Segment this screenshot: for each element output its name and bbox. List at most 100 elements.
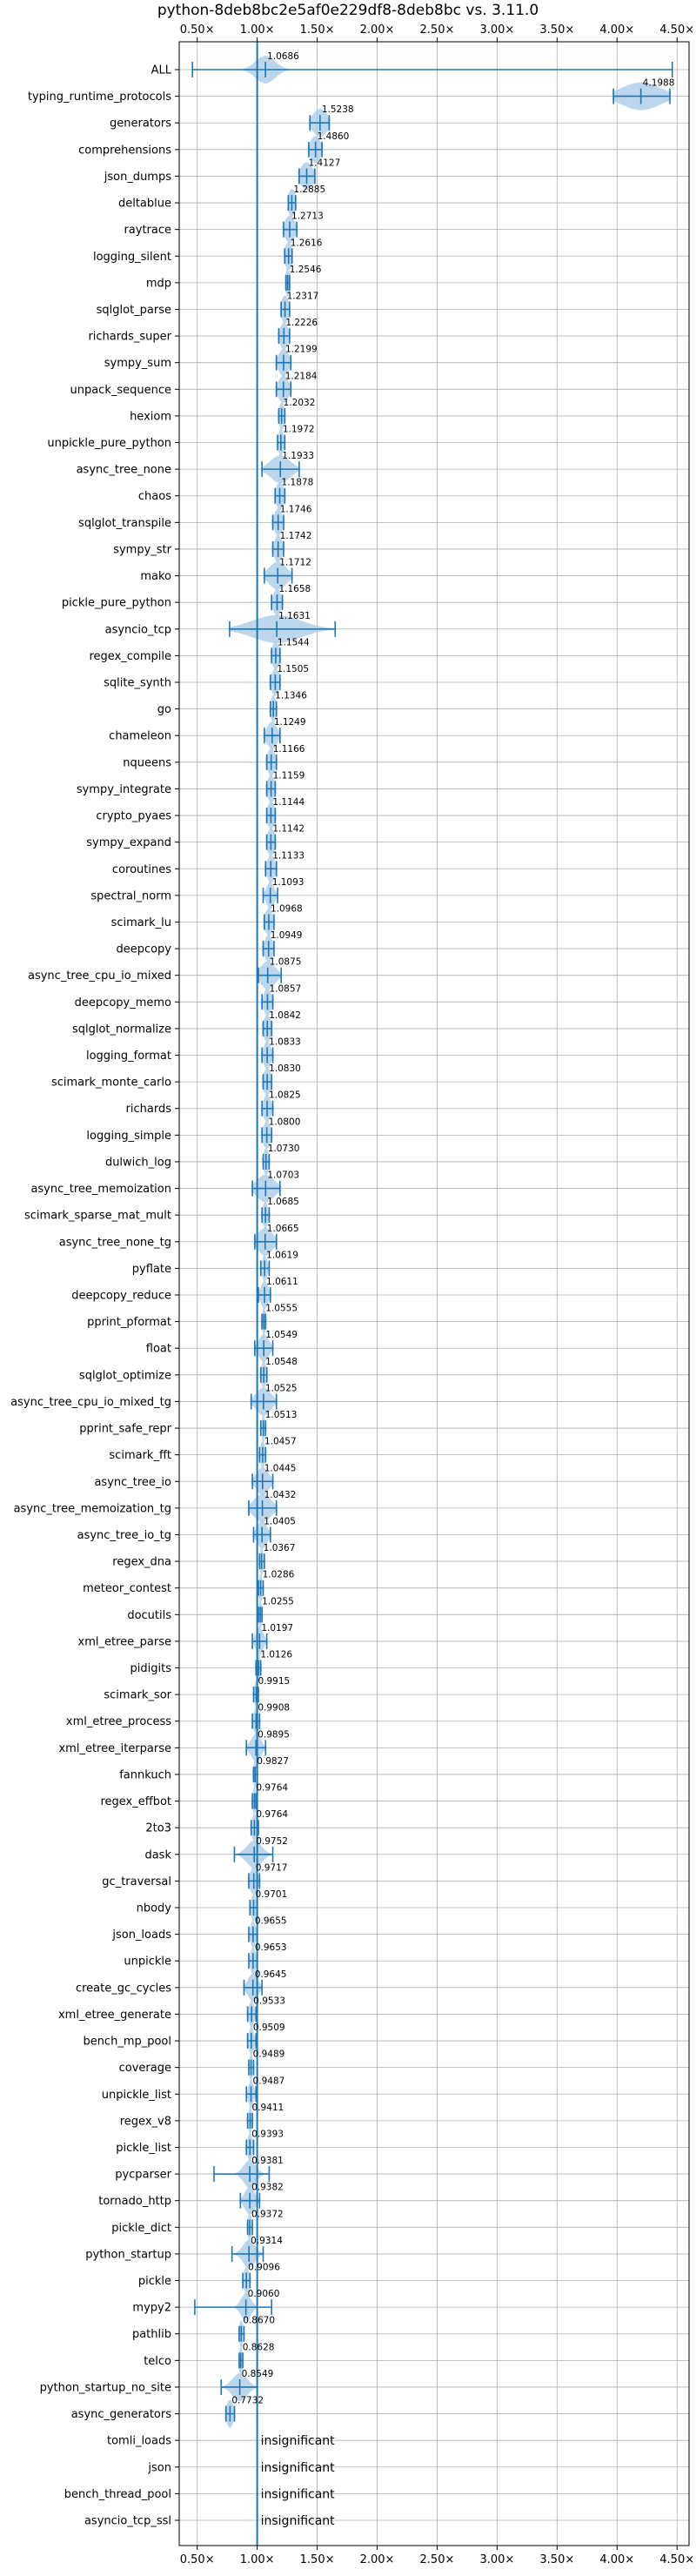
median-value-label: 0.9509: [253, 2023, 285, 2033]
y-tick-label: async_tree_cpu_io_mixed: [28, 969, 171, 983]
y-tick-label: pickle_dict: [111, 2222, 171, 2235]
y-tick-label: sqlite_synth: [104, 677, 171, 690]
median-value-label: 0.9489: [253, 2049, 285, 2060]
median-value-label: 0.9411: [252, 2103, 284, 2113]
y-tick-label: asyncio_tcp: [105, 623, 171, 636]
y-tick-label: pidigits: [130, 1662, 172, 1675]
y-tick-label: tornado_http: [98, 2195, 171, 2208]
median-value-label: 1.4860: [318, 131, 350, 142]
y-tick-label: regex_compile: [89, 650, 171, 663]
y-tick-label: scimark_lu: [111, 916, 171, 929]
median-value-label: 0.9096: [248, 2263, 280, 2273]
y-tick-label: spectral_norm: [90, 889, 171, 902]
y-tick-label: async_tree_memoization: [30, 1183, 171, 1196]
median-value-label: 1.0611: [266, 1277, 298, 1287]
x-tick-label-top: 4.50×: [659, 23, 694, 37]
y-tick-label: chameleon: [109, 730, 171, 743]
median-value-label: 0.9393: [251, 2129, 284, 2139]
y-tick-label: pathlib: [132, 2328, 171, 2341]
x-tick-label-top: 0.50×: [180, 23, 215, 37]
median-value-label: 1.0549: [265, 1330, 298, 1340]
y-tick-label: pprint_safe_repr: [79, 1423, 171, 1436]
y-tick-label: raytrace: [124, 224, 171, 237]
insignificant-label: insignificant: [261, 2434, 336, 2448]
median-value-label: 1.0367: [264, 1543, 296, 1553]
median-value-label: 1.1742: [280, 531, 312, 541]
y-tick-label: nbody: [137, 1902, 172, 1915]
x-tick-label-bottom: 0.50×: [180, 2553, 215, 2566]
median-value-label: 1.0525: [265, 1383, 298, 1393]
median-value-label: 1.1159: [273, 770, 305, 781]
median-value-label: 0.9372: [251, 2209, 284, 2219]
median-value-label: 1.0555: [265, 1304, 298, 1314]
median-value-label: 1.1144: [272, 797, 304, 808]
median-value-label: 0.8670: [243, 2316, 275, 2326]
median-value-label: 1.0665: [267, 1224, 299, 1234]
y-tick-label: mako: [140, 570, 171, 583]
y-tick-label: richards: [126, 1103, 172, 1116]
median-value-label: 0.9752: [256, 1836, 288, 1847]
x-tick-label-bottom: 4.00×: [599, 2553, 634, 2566]
median-value-label: 1.1746: [280, 504, 312, 514]
grid-layer: [179, 42, 689, 2546]
x-tick-label-bottom: 3.50×: [539, 2553, 574, 2566]
y-tick-label: logging_format: [86, 1050, 171, 1063]
median-value-label: 0.9827: [257, 1756, 289, 1767]
insignificant-label: insignificant: [261, 2461, 336, 2475]
y-tick-label: typing_runtime_protocols: [28, 91, 171, 104]
median-value-label: 0.7732: [231, 2396, 264, 2406]
y-tick-label: create_gc_cycles: [76, 1982, 171, 1995]
y-tick-label: unpickle: [124, 1955, 171, 1969]
y-tick-label: scimark_fft: [109, 1449, 171, 1462]
y-tick-label: sympy_expand: [86, 836, 171, 849]
median-value-label: 1.2616: [291, 238, 323, 248]
median-value-label: 1.1972: [283, 425, 315, 435]
median-value-label: 0.9915: [258, 1676, 290, 1687]
median-value-label: 0.9060: [248, 2289, 280, 2299]
x-tick-label-top: 1.50×: [300, 23, 335, 37]
median-value-label: 1.2885: [293, 184, 325, 195]
y-tick-label: generators: [110, 117, 171, 131]
chart-title: python-8deb8bc2e5af0e229df8-8deb8bc vs. …: [157, 2, 539, 19]
median-value-label: 1.1093: [272, 877, 304, 888]
median-value-label: 0.9382: [251, 2183, 284, 2193]
x-tick-label-bottom: 2.00×: [360, 2553, 395, 2566]
x-tick-label-bottom: 3.00×: [479, 2553, 514, 2566]
y-tick-label: pprint_pformat: [87, 1316, 171, 1329]
y-tick-label: unpickle_list: [102, 2089, 171, 2102]
median-value-label: 0.9314: [251, 2236, 283, 2246]
y-tick-label: comprehensions: [78, 144, 171, 157]
median-value-label: 1.0457: [264, 1437, 297, 1447]
y-tick-label: docutils: [127, 1609, 171, 1622]
y-tick-label: sqlglot_normalize: [72, 1023, 171, 1036]
median-value-label: 1.0685: [267, 1197, 299, 1207]
y-tick-label: regex_v8: [120, 2115, 171, 2128]
x-tick-label-top: 3.50×: [539, 23, 574, 37]
label-layer: 1.0686 4.1988 1.5238 1.4860 1.4127 1.2885 1.27…: [231, 51, 674, 2528]
y-tick-label: telco: [144, 2355, 171, 2368]
insignificant-label: insignificant: [261, 2514, 336, 2528]
median-value-label: 0.9533: [253, 1996, 285, 2006]
median-value-label: 1.1346: [275, 691, 307, 701]
y-tick-label: scimark_sparse_mat_mult: [24, 1210, 171, 1223]
y-tick-label: async_tree_cpu_io_mixed_tg: [10, 1396, 171, 1409]
y-tick-label: async_tree_io_tg: [77, 1529, 171, 1542]
median-value-label: 0.8549: [242, 2369, 274, 2379]
y-tick-label: pickle_list: [116, 2142, 171, 2155]
y-tick-label: json_dumps: [104, 171, 171, 184]
median-value-label: 1.1505: [277, 664, 309, 674]
median-value-label: 1.0286: [263, 1570, 295, 1580]
x-tick-label-bottom: 4.50×: [659, 2553, 694, 2566]
median-value-label: 0.9655: [255, 1916, 287, 1927]
median-value-label: 1.0825: [269, 1090, 301, 1101]
median-value-label: 0.8628: [243, 2342, 275, 2352]
axis-layer: 0.50× 0.50× 1.00× 1.00× 1.50× 1.50× 2.00× 2.00×…: [10, 23, 694, 2566]
y-tick-label: hexiom: [130, 410, 171, 423]
y-tick-label: json: [147, 2461, 171, 2474]
median-value-label: 0.9895: [258, 1729, 290, 1740]
median-value-label: 0.9381: [251, 2156, 284, 2166]
median-value-label: 1.1878: [282, 478, 314, 488]
y-tick-label: crypto_pyaes: [96, 810, 171, 823]
median-value-label: 1.2184: [285, 371, 318, 381]
